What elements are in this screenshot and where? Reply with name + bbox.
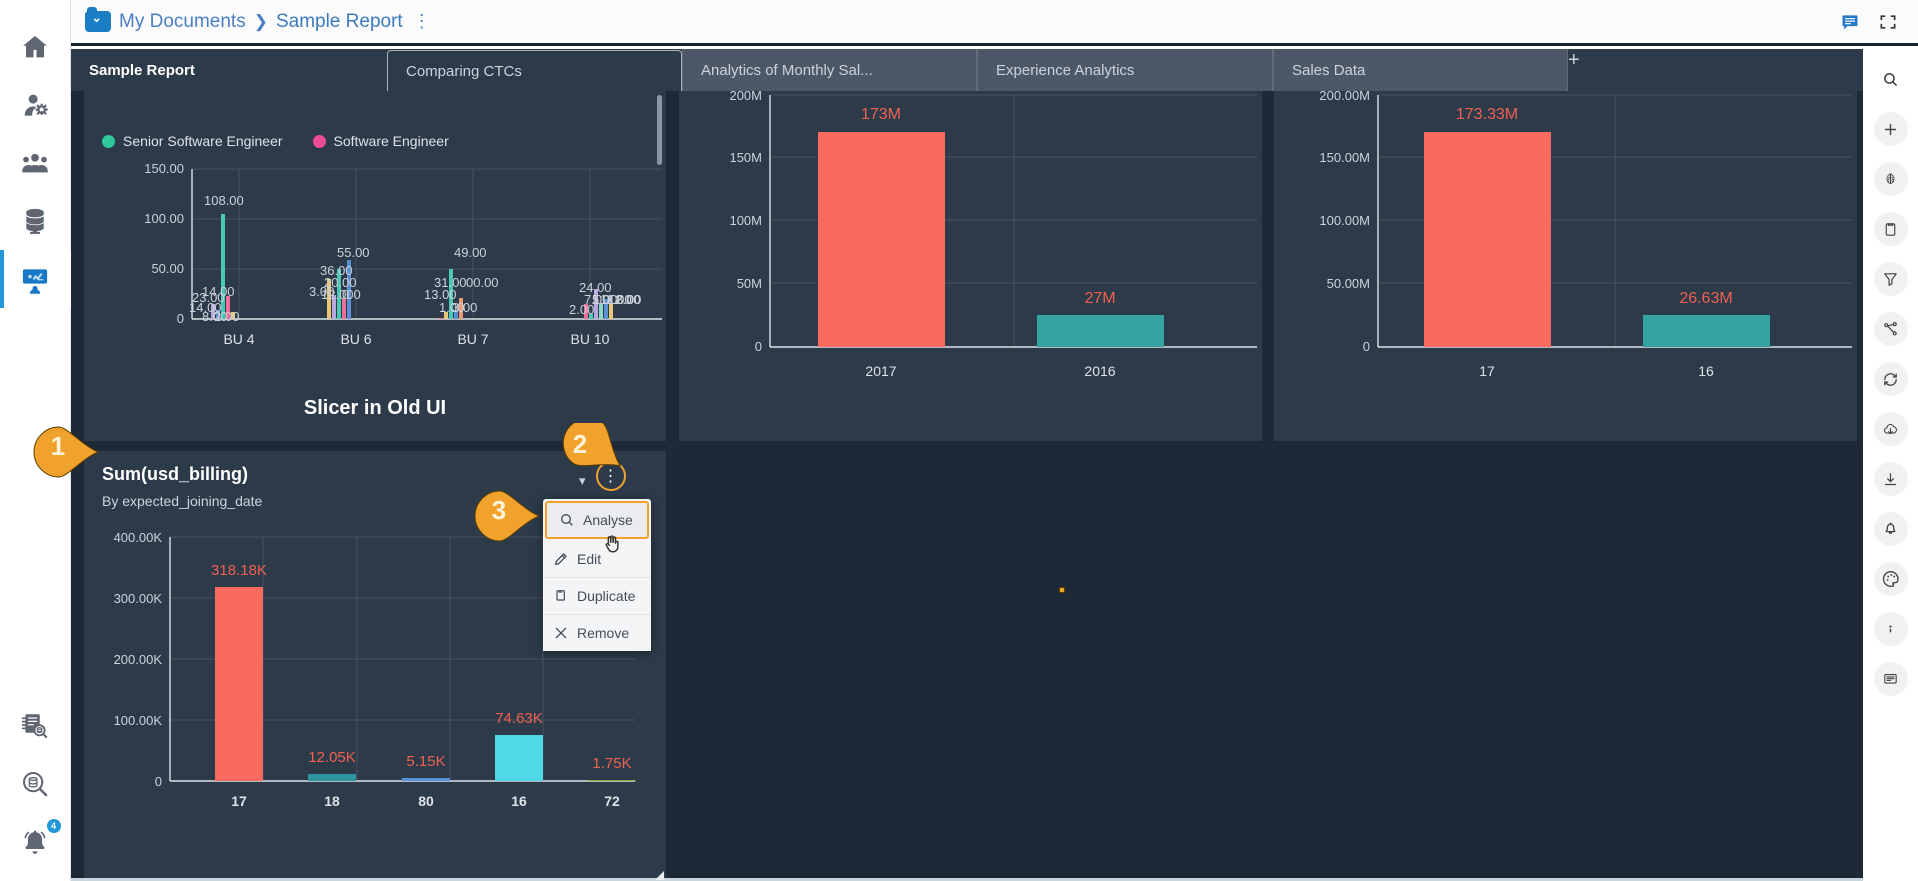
svg-text:BU 7: BU 7 [457, 331, 488, 347]
svg-text:1.75K: 1.75K [592, 755, 631, 772]
svg-text:50.00: 50.00 [151, 261, 184, 276]
svg-text:80: 80 [418, 793, 434, 809]
svg-text:16: 16 [511, 793, 527, 809]
svg-text:173.33M: 173.33M [1456, 106, 1518, 123]
svg-text:150.00M: 150.00M [1319, 150, 1370, 165]
svg-text:300.00K: 300.00K [114, 591, 163, 606]
svg-text:00.00: 00.00 [466, 275, 499, 290]
svg-text:72: 72 [604, 793, 620, 809]
svg-text:12.05K: 12.05K [308, 749, 356, 766]
svg-text:0: 0 [155, 774, 162, 789]
svg-text:26.63M: 26.63M [1679, 290, 1732, 307]
svg-text:0: 0 [342, 287, 349, 302]
svg-text:18: 18 [324, 793, 340, 809]
svg-text:173M: 173M [861, 106, 901, 123]
svg-text:0: 0 [177, 311, 184, 326]
svg-text:100.00K: 100.00K [114, 713, 163, 728]
svg-text:50.00M: 50.00M [1327, 276, 1370, 291]
svg-text:400.00K: 400.00K [114, 530, 163, 545]
svg-text:0: 0 [755, 339, 762, 354]
svg-text:5.15K: 5.15K [406, 753, 445, 770]
svg-text:BU 4: BU 4 [223, 331, 254, 347]
svg-text:2016: 2016 [1084, 363, 1115, 379]
svg-text:200M: 200M [729, 91, 762, 103]
svg-text:49.00: 49.00 [454, 245, 487, 260]
svg-text:12.000: 12.000 [321, 287, 361, 302]
svg-text:108.00: 108.00 [204, 193, 244, 208]
svg-text:17: 17 [1479, 363, 1495, 379]
svg-text:200.00K: 200.00K [114, 652, 163, 667]
svg-text:318.18K: 318.18K [211, 562, 267, 579]
svg-text:100.00M: 100.00M [1319, 213, 1370, 228]
svg-text:0: 0 [1363, 339, 1370, 354]
svg-text:100.00: 100.00 [144, 211, 184, 226]
svg-text:BU 6: BU 6 [340, 331, 371, 347]
svg-text:BU 10: BU 10 [571, 331, 610, 347]
svg-text:50M: 50M [737, 276, 762, 291]
svg-text:1: 1 [51, 431, 65, 461]
svg-text:150.00: 150.00 [144, 161, 184, 176]
svg-text:2: 2 [573, 429, 587, 459]
svg-text:2017: 2017 [865, 363, 896, 379]
svg-text:16: 16 [1698, 363, 1714, 379]
svg-text:8.00: 8.00 [616, 292, 641, 307]
svg-text:3: 3 [492, 495, 506, 525]
svg-text:200.00M: 200.00M [1319, 91, 1370, 103]
svg-text:55.00: 55.00 [337, 245, 370, 260]
svg-text:74.63K: 74.63K [495, 710, 543, 727]
svg-text:17: 17 [231, 793, 247, 809]
svg-text:3.00: 3.00 [452, 300, 477, 315]
svg-text:100M: 100M [729, 213, 762, 228]
svg-text:27M: 27M [1084, 290, 1115, 307]
svg-text:150M: 150M [729, 150, 762, 165]
svg-text:2.00: 2.00 [214, 309, 239, 324]
